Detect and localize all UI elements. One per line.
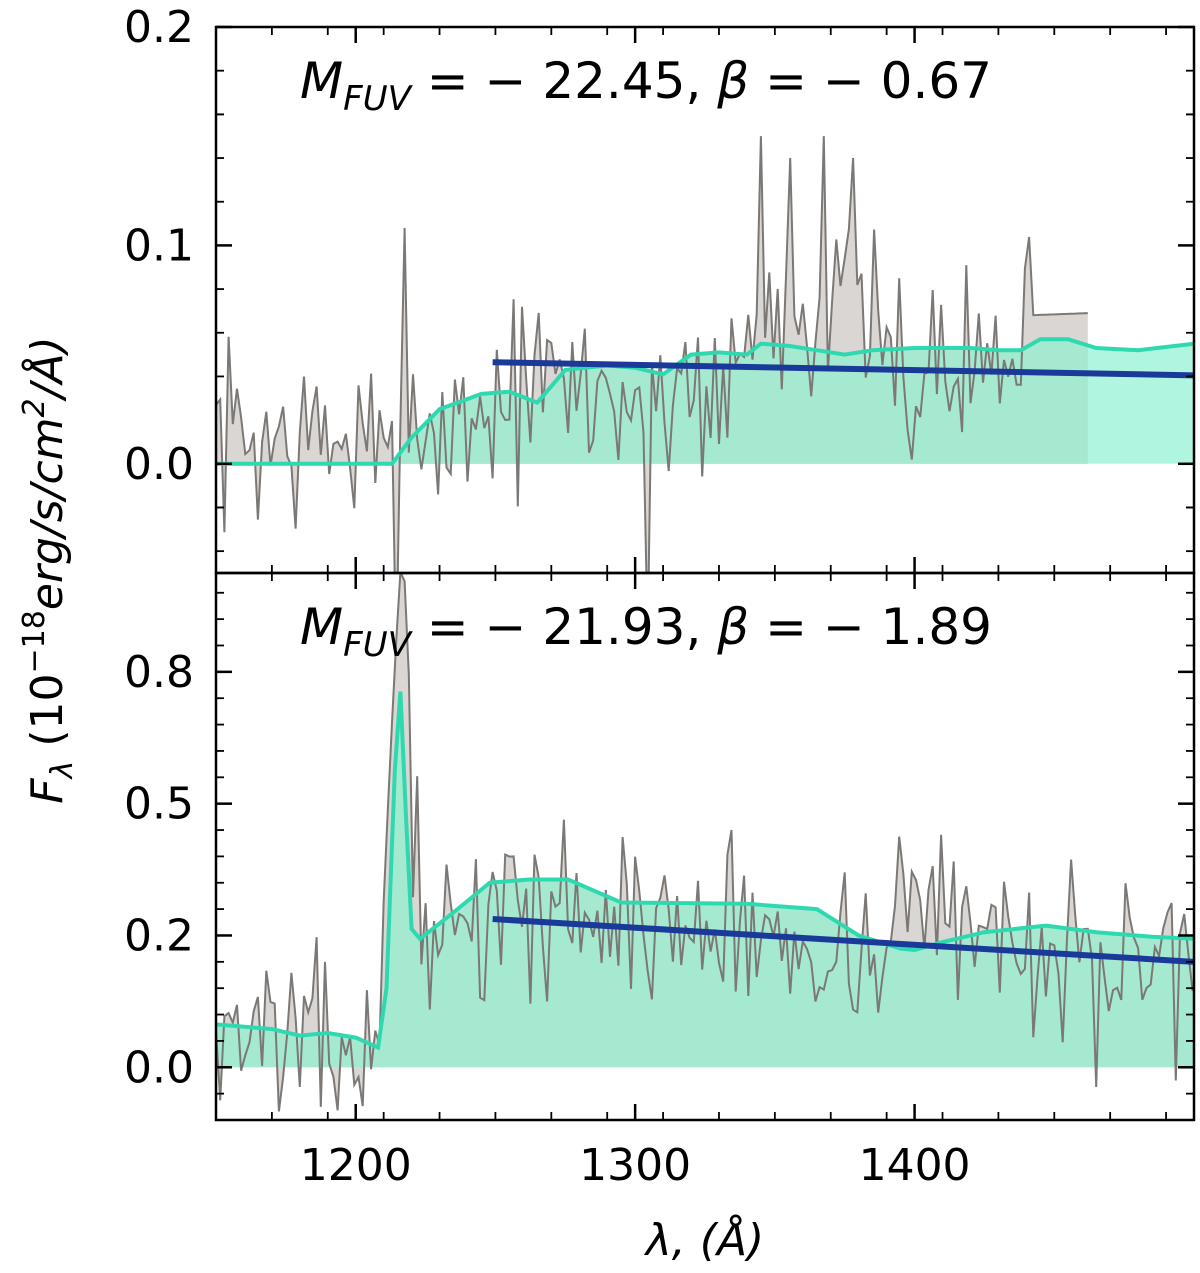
top-ytick-label: 0.2 bbox=[124, 2, 194, 53]
bottom-xtick-label: 1400 bbox=[859, 1140, 971, 1191]
panel-top: 0.0 0.1 0.2 MFUV = − 22.45, β = − 0.67 bbox=[124, 2, 1194, 573]
top-ticks: 0.0 0.1 0.2 bbox=[124, 2, 1194, 573]
bottom-ytick-label: 0.2 bbox=[124, 910, 194, 961]
bottom-annotation: MFUV = − 21.93, β = − 1.89 bbox=[300, 598, 992, 665]
bottom-uv-slope-fit bbox=[492, 915, 1194, 965]
y-axis-label: Fλ (10−18erg/s/cm2/Å) bbox=[17, 336, 80, 803]
bottom-ytick-label: 0.5 bbox=[124, 779, 194, 830]
x-axis-label: λ, (Å) bbox=[644, 1213, 764, 1266]
top-model-spectrum bbox=[216, 337, 1194, 466]
panel-bottom: 0.0 0.2 0.5 0.8 1200 1300 1400 MFUV = − 21.93,… bbox=[124, 573, 1194, 1191]
bottom-xtick-label: 1200 bbox=[300, 1140, 412, 1191]
bottom-ytick-label: 0.0 bbox=[124, 1042, 194, 1093]
top-ytick-label: 0.0 bbox=[124, 439, 194, 490]
top-uv-slope-fit bbox=[492, 359, 1194, 379]
top-annotation: MFUV = − 22.45, β = − 0.67 bbox=[300, 52, 992, 119]
top-ytick-label: 0.1 bbox=[124, 220, 194, 271]
bottom-ticks: 0.0 0.2 0.5 0.8 1200 1300 1400 bbox=[124, 573, 1194, 1191]
bottom-axes-frame bbox=[214, 571, 1196, 1122]
bottom-model-spectrum bbox=[216, 691, 1194, 1051]
bottom-overlap-fill bbox=[216, 691, 1194, 1068]
bottom-ytick-label: 0.8 bbox=[124, 647, 194, 698]
bottom-xtick-label: 1300 bbox=[579, 1140, 691, 1191]
